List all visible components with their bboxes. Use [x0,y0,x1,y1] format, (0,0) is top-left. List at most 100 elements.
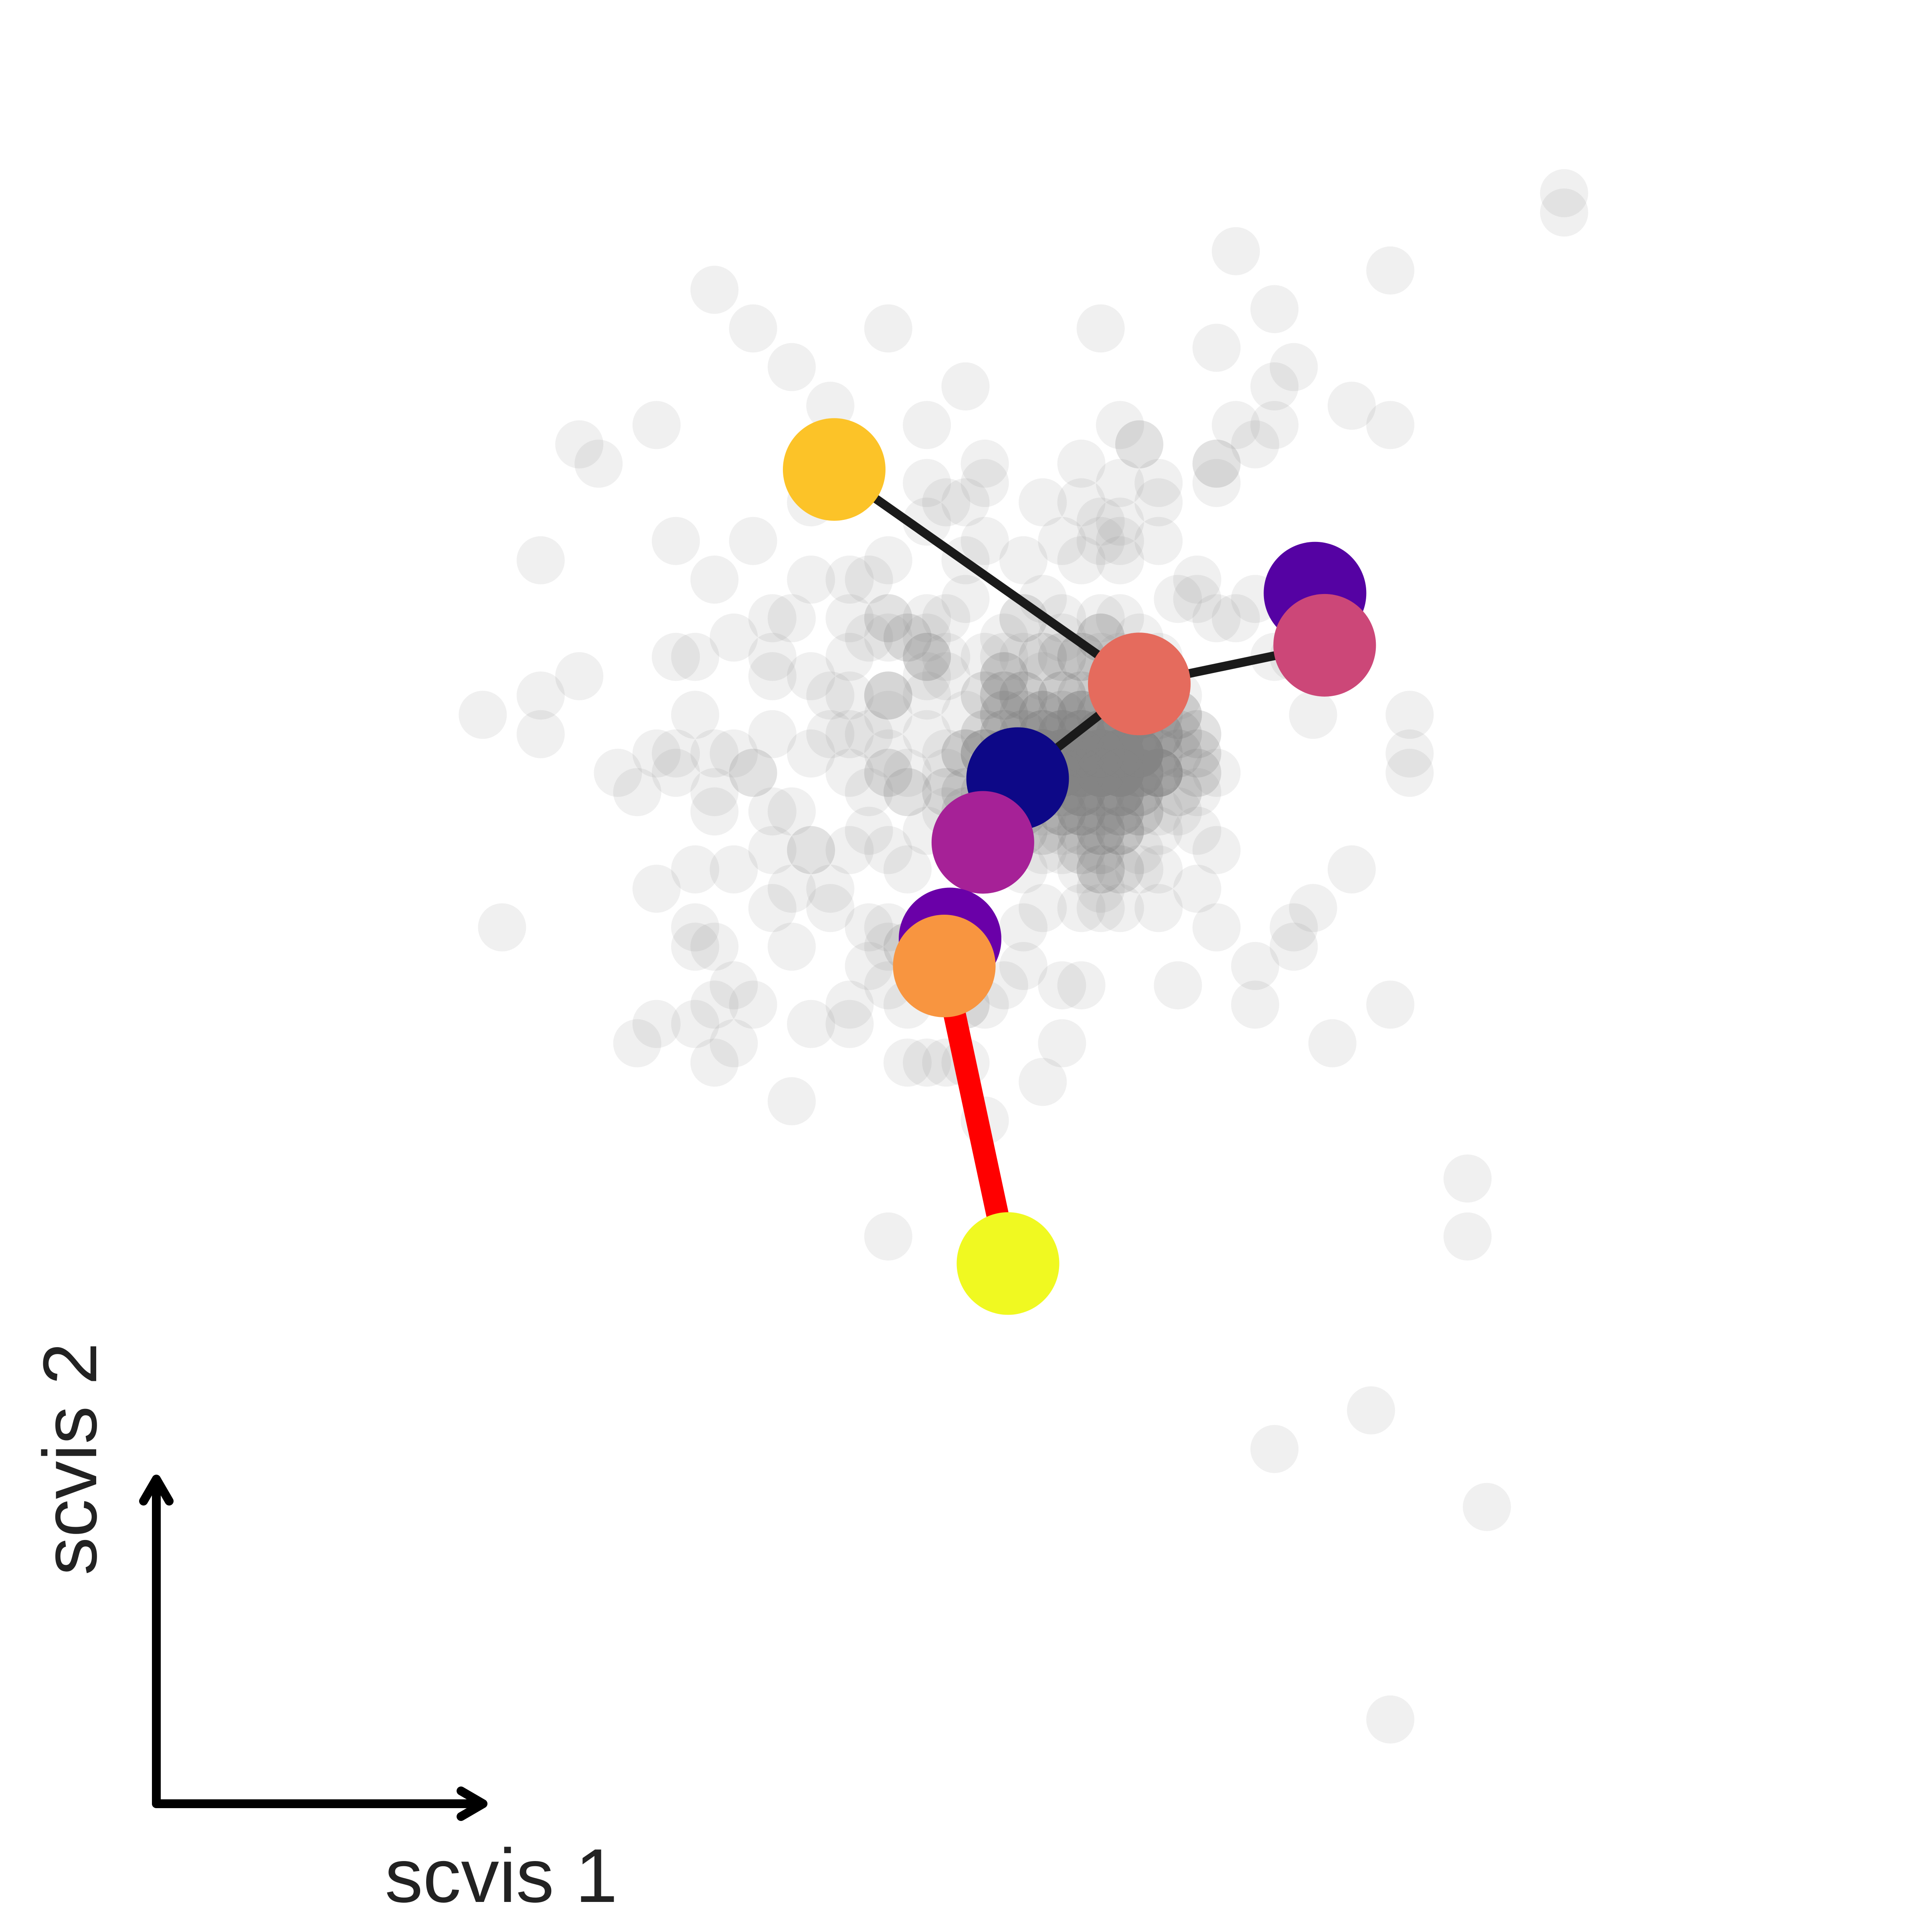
cell-point [1173,865,1221,913]
cell-point [1115,749,1164,797]
cell-point [1057,768,1106,816]
cell-point [1076,729,1125,778]
cell-point [1076,749,1125,797]
cell-point [1076,806,1125,855]
cell-point [1270,922,1318,971]
cell-point [1038,594,1086,643]
cell-point [922,633,971,681]
cell-point [1076,865,1125,913]
cell-point [1096,806,1144,855]
cell-point [1096,459,1144,507]
cell-point [883,613,932,662]
cell-point [787,556,835,604]
cell-point [845,942,893,990]
cell-point [1076,729,1125,778]
cell-point [1057,749,1106,797]
cell-point [999,671,1048,720]
cell-point [1057,749,1106,797]
cell-point [1096,787,1144,836]
cell-point [1115,749,1164,797]
cell-point [1115,729,1164,778]
cell-point [1096,749,1144,797]
cell-point [1270,343,1318,391]
cell-point [1076,845,1125,893]
cell-point [1057,826,1106,874]
cell-point [1385,729,1434,778]
cell-point [1154,575,1202,623]
cell-point [1019,633,1067,681]
cell-point [903,459,951,507]
cell-point [1115,420,1164,469]
x-axis-label: scvis 1 [385,1833,618,1918]
cell-point [1096,806,1144,855]
cell-point [1038,671,1086,720]
cell-point [710,613,758,662]
cell-point [1115,729,1164,778]
cell-point [1115,729,1164,778]
cell-point [1096,729,1144,778]
cell-point [1115,768,1164,816]
cell-point [1192,594,1241,643]
y-axis-label: scvis 2 [28,1342,113,1575]
cell-point [980,691,1028,739]
cell-point [1057,787,1106,836]
cell-point [690,980,739,1029]
cell-point [999,633,1048,681]
trajectory-node-4 [1273,594,1376,697]
cell-point [1019,691,1067,739]
axis-arrows [139,1475,487,1821]
cell-point [632,729,681,778]
cell-point [671,691,720,739]
cell-point [1115,420,1164,469]
y-axis-arrow [139,1475,174,1808]
cell-point [1115,729,1164,778]
cell-point [999,691,1048,739]
cell-point [1076,729,1125,778]
cell-point [922,594,971,643]
cell-point [1076,749,1125,797]
cell-point [1096,749,1144,797]
cell-point [710,961,758,1010]
cell-point [767,787,816,836]
cell-point [903,594,951,643]
cell-point [1096,729,1144,778]
cell-point [478,903,526,952]
cell-point [1076,729,1125,778]
cell-point [632,865,681,913]
cell-point [1250,285,1299,333]
cell-point [1096,787,1144,836]
cell-point [1096,787,1144,836]
cell-point [883,768,932,816]
cell-point [1038,633,1086,681]
cell-point [1096,768,1144,816]
cell-point [1211,401,1260,449]
cell-point [903,633,951,681]
cell-point [1173,768,1221,816]
cell-point [555,652,604,700]
cell-point [1019,652,1067,700]
trajectory-node-8 [893,915,996,1017]
cell-point [999,671,1048,720]
cell-point [1076,768,1125,816]
cell-point [883,749,932,797]
cell-point [845,710,893,758]
cell-point [941,691,990,739]
cell-point [1096,517,1144,565]
cell-point [1192,903,1241,952]
cell-point [1096,729,1144,778]
cell-point [1115,826,1164,874]
cell-point [613,1019,661,1067]
cell-point [1038,961,1086,1010]
cell-point [710,729,758,778]
cell-point [690,768,739,816]
cell-point [748,787,797,836]
cell-point [903,710,951,758]
cell-point [787,652,835,700]
cell-point [1173,710,1221,758]
cell-point [1076,749,1125,797]
cell-point [1289,691,1337,739]
cell-point [903,652,951,700]
cell-point [1076,729,1125,778]
cell-point [1019,633,1067,681]
